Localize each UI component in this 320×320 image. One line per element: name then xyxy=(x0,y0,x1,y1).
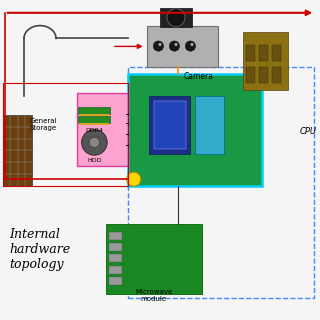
Bar xyxy=(100,114,103,116)
Circle shape xyxy=(82,130,107,155)
Bar xyxy=(109,254,122,262)
Bar xyxy=(195,96,224,154)
Bar xyxy=(94,114,97,116)
Bar xyxy=(259,67,268,83)
Circle shape xyxy=(190,43,194,46)
Bar xyxy=(128,74,262,186)
Bar xyxy=(88,123,91,125)
Text: CPU: CPU xyxy=(300,127,317,136)
Bar xyxy=(109,266,122,274)
Text: General
Storage: General Storage xyxy=(29,118,57,131)
Bar xyxy=(109,277,122,285)
Bar xyxy=(78,116,110,123)
Text: Internal
hardware
topology: Internal hardware topology xyxy=(10,228,71,271)
Bar xyxy=(3,83,128,186)
Bar xyxy=(149,96,190,154)
Circle shape xyxy=(174,43,178,46)
Bar xyxy=(246,45,255,61)
Bar xyxy=(109,232,122,240)
Bar xyxy=(79,123,82,125)
Text: HDD: HDD xyxy=(87,158,102,163)
Bar xyxy=(128,67,314,298)
Circle shape xyxy=(169,41,180,51)
Bar xyxy=(82,114,85,116)
Bar xyxy=(100,123,103,125)
Circle shape xyxy=(89,137,100,148)
Bar xyxy=(107,114,109,116)
Bar xyxy=(3,115,32,186)
Bar xyxy=(78,107,110,114)
Bar xyxy=(92,123,94,125)
Text: Camera: Camera xyxy=(183,72,213,81)
Circle shape xyxy=(167,9,185,27)
Bar xyxy=(160,8,192,27)
Bar xyxy=(147,26,218,67)
Bar xyxy=(154,101,186,149)
Bar xyxy=(107,123,109,125)
Bar xyxy=(109,243,122,251)
Bar xyxy=(79,114,82,116)
Circle shape xyxy=(158,43,162,46)
Bar xyxy=(97,123,100,125)
Bar xyxy=(272,45,281,61)
Circle shape xyxy=(127,172,141,186)
Circle shape xyxy=(185,41,196,51)
Bar xyxy=(85,123,88,125)
Bar xyxy=(97,114,100,116)
Bar xyxy=(88,114,91,116)
Bar xyxy=(94,123,97,125)
Bar xyxy=(85,114,88,116)
Text: DDR4: DDR4 xyxy=(85,128,103,133)
Bar xyxy=(103,123,106,125)
Bar xyxy=(92,114,94,116)
Bar xyxy=(272,67,281,83)
Bar xyxy=(82,123,85,125)
Bar xyxy=(106,224,202,294)
Bar xyxy=(243,32,288,90)
Bar xyxy=(103,114,106,116)
Bar xyxy=(259,45,268,61)
Bar xyxy=(246,67,255,83)
Text: Microwave
module: Microwave module xyxy=(135,289,172,302)
Circle shape xyxy=(153,41,164,51)
Bar xyxy=(77,93,128,166)
